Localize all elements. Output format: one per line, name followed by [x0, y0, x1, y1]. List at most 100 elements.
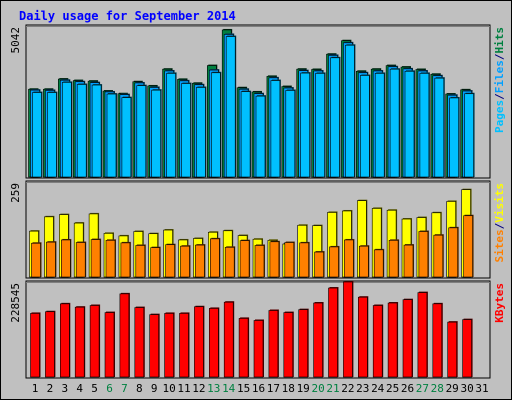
panel-max-label: 5042 — [9, 27, 22, 54]
day-bar-group — [327, 211, 340, 278]
day-bar-group — [57, 78, 73, 178]
x-tick-label: 26 — [401, 382, 414, 395]
x-tick-label: 6 — [106, 382, 113, 395]
bar-kbytes — [119, 293, 130, 378]
day-bar-group — [416, 216, 429, 278]
x-tick-label: 1 — [32, 382, 39, 395]
panel-legend: Pages/Files/Hits — [493, 27, 506, 133]
x-tick-label: 17 — [267, 382, 280, 395]
day-bar-group — [266, 75, 281, 178]
day-bar-group — [401, 218, 414, 278]
bar-sites — [90, 239, 101, 278]
day-bar-group — [462, 318, 473, 378]
day-bar-group — [312, 224, 325, 278]
bar-pages — [225, 36, 236, 178]
day-bar-group — [221, 28, 237, 178]
day-bar-group — [311, 68, 326, 178]
panel-legend: KBytes — [493, 283, 506, 323]
bar-sites — [269, 241, 280, 278]
x-tick-label: 11 — [177, 382, 190, 395]
x-tick-label: 4 — [76, 382, 83, 395]
bar-pages — [255, 95, 266, 178]
x-tick-label: 12 — [192, 382, 205, 395]
day-bar-group — [192, 82, 207, 178]
day-bar-group — [356, 199, 370, 278]
panel-visits_sites: 259 Sites/Visits — [9, 180, 506, 279]
bar-pages — [151, 89, 161, 178]
bar-pages — [166, 73, 176, 178]
day-bar-group — [193, 237, 206, 278]
day-bar-group — [28, 88, 43, 178]
bar-pages — [76, 84, 87, 178]
day-bar-group — [298, 308, 309, 378]
panel-hits_files_pages: 5042 Pages/Files/Hits — [9, 24, 506, 179]
bar-kbytes — [402, 299, 413, 378]
legend-part: Visits — [493, 183, 506, 223]
day-bar-group — [179, 312, 190, 378]
day-bar-group — [355, 70, 371, 178]
bar-sites — [120, 242, 131, 278]
day-bar-group — [207, 64, 222, 178]
bar-kbytes — [74, 306, 85, 378]
day-bar-group — [89, 304, 101, 378]
bar-pages — [359, 75, 370, 178]
x-tick-label: 5 — [91, 382, 98, 395]
bar-pages — [449, 97, 460, 178]
day-bar-group — [194, 305, 205, 378]
bar-sites — [373, 249, 384, 278]
bar-kbytes — [357, 296, 368, 378]
day-bar-group — [252, 238, 265, 278]
panel-legend: Sites/Visits — [493, 183, 506, 263]
bar-sites — [135, 245, 146, 278]
bar-sites — [165, 244, 175, 278]
day-bar-group — [87, 80, 103, 178]
x-tick-label: 22 — [341, 382, 354, 395]
day-bar-group — [209, 307, 220, 378]
x-tick-label: 15 — [237, 382, 250, 395]
day-bar-group — [386, 209, 400, 278]
x-tick-label: 28 — [431, 382, 444, 395]
bar-sites — [448, 227, 459, 278]
day-bar-group — [58, 213, 72, 278]
x-tick-label: 27 — [416, 382, 429, 395]
bar-pages — [270, 80, 281, 178]
day-bar-group — [253, 319, 264, 378]
day-bar-group — [251, 90, 266, 178]
bar-sites — [254, 245, 265, 278]
bar-kbytes — [432, 303, 443, 378]
bar-pages — [32, 92, 42, 178]
bar-kbytes — [223, 301, 234, 378]
day-bar-group — [45, 310, 56, 378]
bar-kbytes — [387, 302, 398, 378]
legend-part: / — [493, 53, 506, 60]
bar-pages — [121, 97, 132, 178]
day-bar-group — [297, 224, 310, 278]
day-bar-group — [370, 68, 386, 178]
x-tick-label: 9 — [151, 382, 158, 395]
bar-kbytes — [209, 308, 219, 378]
day-bar-group — [133, 230, 146, 278]
day-bar-group — [447, 321, 458, 378]
bar-sites — [239, 240, 250, 278]
bar-kbytes — [253, 320, 264, 378]
bar-pages — [106, 93, 117, 178]
day-bar-group — [343, 281, 354, 378]
day-bar-group — [430, 73, 445, 178]
day-bar-group — [238, 317, 250, 378]
day-bar-group — [164, 312, 175, 378]
day-bar-group — [43, 88, 58, 178]
day-bar-group — [30, 312, 41, 378]
day-bar-group — [387, 302, 399, 378]
bar-sites — [60, 239, 71, 278]
x-tick-label: 19 — [297, 382, 310, 395]
bar-sites — [75, 242, 86, 278]
bar-pages — [47, 92, 57, 178]
bar-pages — [240, 91, 251, 178]
panel-max-label: 228545 — [9, 283, 22, 323]
x-tick-label: 21 — [326, 382, 339, 395]
bar-sites — [105, 240, 116, 278]
day-bar-group — [371, 207, 385, 278]
day-bar-group — [445, 93, 460, 178]
bar-sites — [403, 244, 414, 278]
